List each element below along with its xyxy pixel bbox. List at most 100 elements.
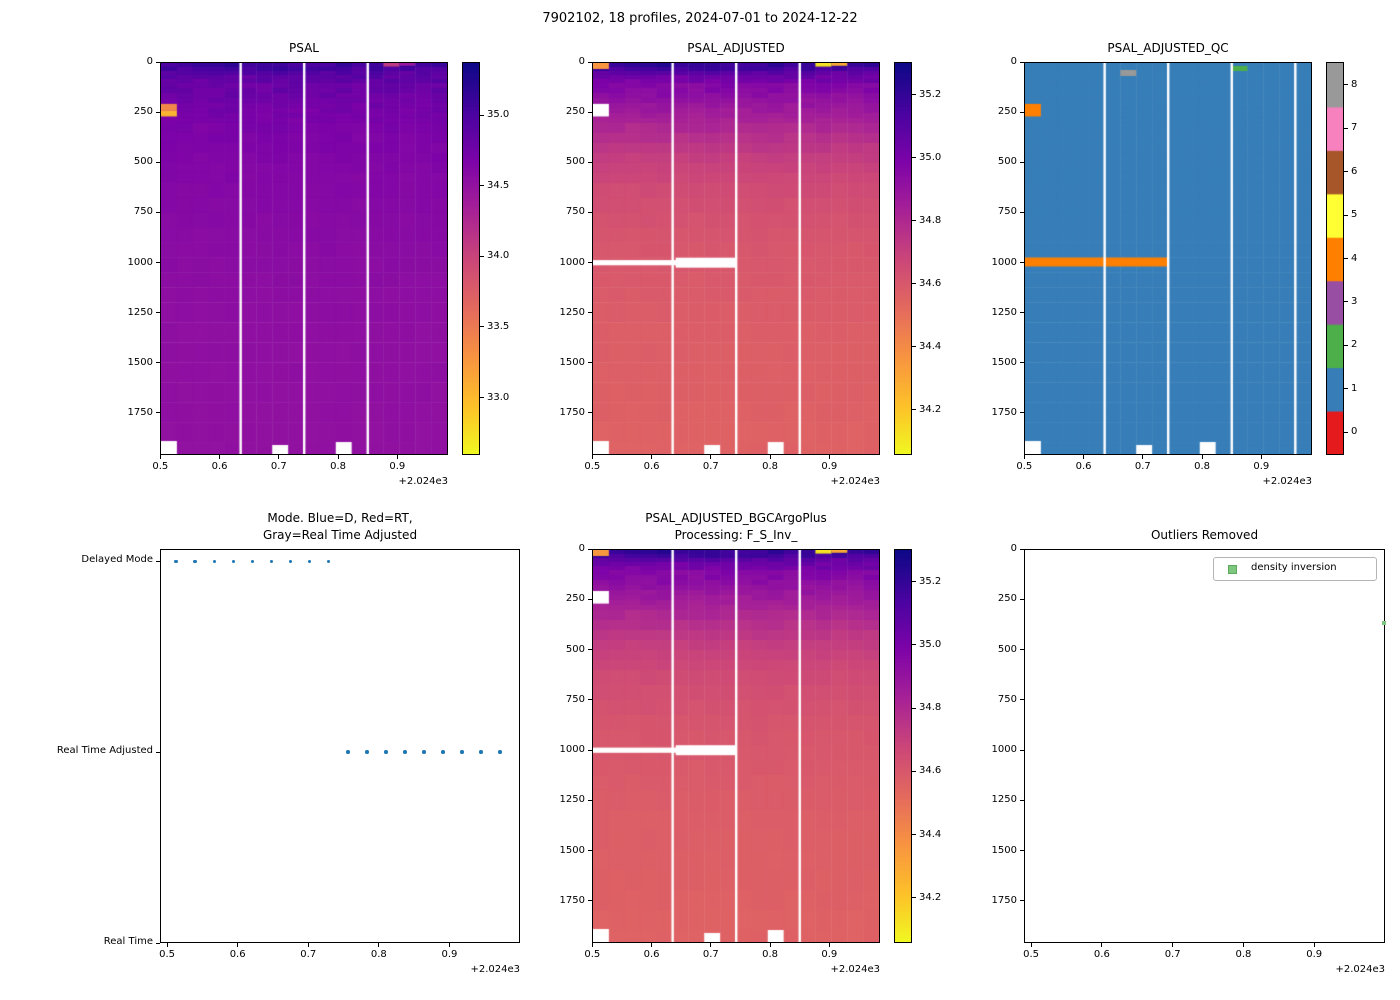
colorbar-tick <box>1344 171 1348 173</box>
y-tick-label: 1750 <box>559 406 585 418</box>
colorbar-tick <box>912 94 916 96</box>
x-tick <box>1313 943 1315 947</box>
colorbar-tick <box>912 581 916 583</box>
y-tick <box>588 161 592 163</box>
x-tick <box>337 455 339 459</box>
y-tick-mode <box>156 942 160 944</box>
y-tick-label: 1000 <box>559 256 585 268</box>
x-tick <box>651 455 653 459</box>
x-tick-label: 0.5 <box>1023 949 1040 960</box>
y-tick <box>588 799 592 801</box>
colorbar-tick-label: 34.5 <box>487 179 510 191</box>
title-psal_adjusted_qc: PSAL_ADJUSTED_QC <box>1107 41 1229 55</box>
y-tick-label: 1500 <box>991 356 1017 368</box>
title-line1-psal_adjusted_bgc: PSAL_ADJUSTED_BGCArgoPlus <box>645 511 827 525</box>
y-tick-label: 1500 <box>559 844 585 856</box>
colorbar-canvas-psal_adjusted_bgc <box>895 550 911 942</box>
y-tick-label: 750 <box>997 206 1017 218</box>
x-tick-label: 0.8 <box>330 461 347 472</box>
x-tick-label: 0.7 <box>300 949 317 960</box>
colorbar-tick <box>912 283 916 285</box>
colorbar-tick-label: 5 <box>1351 209 1358 221</box>
y-tick <box>156 412 160 414</box>
colorbar-tick-label: 34.4 <box>919 340 942 352</box>
colorbar-tick-label: 33.5 <box>487 320 510 332</box>
mode-dot-adjusted <box>441 750 445 754</box>
colorbar-tick <box>1344 84 1348 86</box>
colorbar-tick <box>1344 388 1348 390</box>
heatmap-canvas-psal <box>161 63 447 454</box>
mode-dot-delayed <box>174 559 179 564</box>
legend-marker-density-inversion-icon <box>1228 565 1237 574</box>
x-tick <box>1201 455 1203 459</box>
y-tick <box>588 900 592 902</box>
plot-area-mode <box>160 549 520 943</box>
x-tick-label: 0.9 <box>389 461 406 472</box>
y-tick-mode <box>156 560 160 562</box>
colorbar-tick <box>1344 214 1348 216</box>
x-tick-label: 0.7 <box>1134 461 1151 472</box>
y-category-label: Real Time <box>103 936 153 947</box>
x-axis-offset-label: +2.024e3 <box>830 964 880 975</box>
colorbar-tick <box>1344 258 1348 259</box>
y-tick <box>1020 900 1024 902</box>
y-tick-label: 1250 <box>559 306 585 318</box>
y-tick <box>1020 362 1024 364</box>
colorbar-tick-label: 34.2 <box>919 403 942 415</box>
colorbar-tick-label: 34.8 <box>919 214 942 226</box>
colorbar-canvas-psal_adjusted <box>895 63 911 454</box>
y-tick-label: 1500 <box>559 356 585 368</box>
x-tick <box>1030 943 1032 947</box>
heatmap-canvas-psal_adjusted_qc <box>1025 63 1311 454</box>
y-tick-label: 1000 <box>559 744 585 756</box>
y-tick-label: 1750 <box>991 894 1017 906</box>
mode-dot-adjusted <box>498 750 503 754</box>
x-tick <box>166 943 168 947</box>
mode-dot-delayed <box>193 559 198 564</box>
x-tick-label: 0.9 <box>441 949 458 960</box>
y-tick <box>588 749 592 751</box>
colorbar-tick <box>480 326 484 328</box>
x-tick-label: 0.6 <box>1093 949 1110 960</box>
x-tick-label: 0.6 <box>643 949 660 960</box>
y-tick <box>1020 161 1024 163</box>
x-tick-label: 0.9 <box>1253 461 1270 472</box>
colorbar-tick-label: 34.6 <box>919 277 942 289</box>
x-tick-label: 0.9 <box>821 949 838 960</box>
y-tick <box>156 161 160 163</box>
colorbar-tick <box>912 897 916 899</box>
x-tick <box>651 943 653 947</box>
y-tick-label: 1250 <box>991 306 1017 318</box>
x-tick <box>1023 455 1025 459</box>
x-tick <box>769 455 771 459</box>
y-tick-label: 0 <box>578 56 585 67</box>
x-axis-offset-label: +2.024e3 <box>1335 964 1385 975</box>
colorbar-tick <box>480 255 484 257</box>
y-tick <box>1020 699 1024 701</box>
title-outliers: Outliers Removed <box>1150 528 1259 542</box>
y-tick <box>1020 412 1024 414</box>
colorbar-canvas-psal_adjusted_qc <box>1327 63 1343 454</box>
x-tick-label: 0.7 <box>702 461 719 472</box>
x-tick <box>448 943 450 947</box>
mode-dot-delayed <box>250 559 255 564</box>
colorbar-tick <box>912 770 916 772</box>
colorbar-tick <box>480 185 484 187</box>
x-tick-label: 0.7 <box>270 461 287 472</box>
x-tick-label: 0.8 <box>1194 461 1211 472</box>
x-tick-label: 0.5 <box>152 461 169 472</box>
mode-dot-adjusted <box>403 750 407 754</box>
y-tick-label: 250 <box>565 106 585 118</box>
mode-dot-delayed <box>288 559 293 564</box>
x-axis-offset-label: +2.024e3 <box>398 476 448 487</box>
title-psal_adjusted: PSAL_ADJUSTED <box>687 41 785 55</box>
mode-dot-delayed <box>212 559 217 564</box>
colorbar-tick-label: 35.0 <box>487 109 510 121</box>
y-tick <box>1020 799 1024 801</box>
colorbar-tick <box>912 409 916 411</box>
colorbar-tick <box>912 220 916 222</box>
x-tick-label: 0.8 <box>370 949 387 960</box>
y-tick-label: 1250 <box>127 306 153 318</box>
y-tick-label: 750 <box>997 693 1017 705</box>
colorbar-tick-label: 35.0 <box>919 638 942 650</box>
